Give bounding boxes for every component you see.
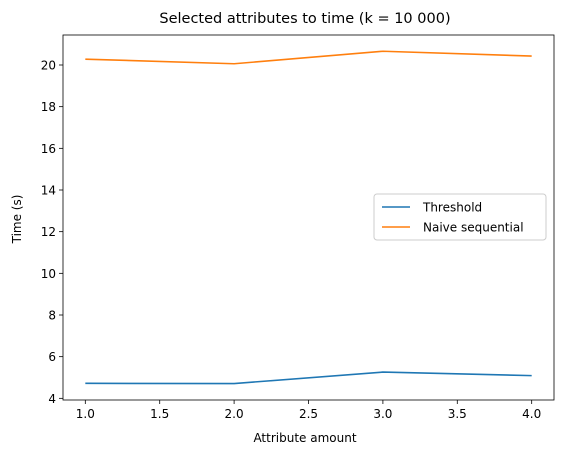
legend-label-0: Threshold — [422, 201, 482, 215]
legend: Threshold Naive sequential — [374, 194, 546, 240]
y-tick-label-0: 4 — [48, 392, 56, 406]
y-tick-label-6: 16 — [41, 142, 56, 156]
y-tick-label-4: 12 — [41, 225, 56, 239]
x-axis-label: Attribute amount — [253, 431, 356, 445]
y-tick-label-2: 8 — [48, 309, 56, 323]
y-tick-label-3: 10 — [41, 267, 56, 281]
x-tick-label-5: 3.5 — [448, 407, 467, 421]
x-tick-label-6: 4.0 — [522, 407, 541, 421]
x-tick-label-1: 1.5 — [150, 407, 169, 421]
y-tick-label-5: 14 — [41, 184, 56, 198]
x-tick-label-2: 2.0 — [225, 407, 244, 421]
x-tick-label-4: 3.0 — [373, 407, 392, 421]
x-tick-label-3: 2.5 — [299, 407, 318, 421]
y-axis-label: Time (s) — [10, 195, 24, 245]
x-tick-label-0: 1.0 — [76, 407, 95, 421]
y-tick-label-8: 20 — [41, 59, 56, 73]
y-tick-label-7: 18 — [41, 100, 56, 114]
y-tick-label-1: 6 — [48, 350, 56, 364]
legend-label-1: Naive sequential — [423, 221, 524, 235]
chart-title: Selected attributes to time (k = 10 000) — [159, 11, 450, 27]
